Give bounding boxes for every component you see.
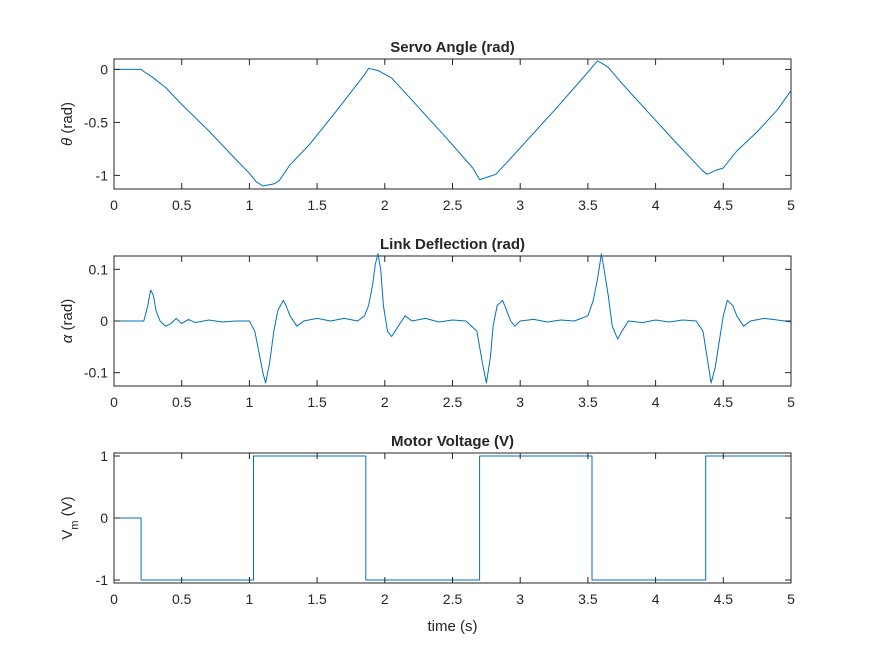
x-tick-label: 4 [652,197,660,213]
y-tick-label: -1 [96,167,109,183]
x-tick-label: 1.5 [307,591,327,607]
x-tick-label: 4.5 [714,197,734,213]
y-tick-label: 0.1 [89,261,109,277]
y-tick-label: 1 [100,448,108,464]
x-tick-label: 3.5 [578,197,598,213]
x-tick-label: 0 [110,591,118,607]
x-tick-label: 5 [787,591,795,607]
y-axis-label-unit: (rad) [59,299,76,335]
y-tick-label: 0 [100,510,108,526]
x-tick-label: 3 [516,197,524,213]
x-tick-label: 0 [110,197,118,213]
series-line-1 [114,60,792,187]
y-axis-label-symbol: θ [59,138,76,146]
chart-title: Link Deflection (rad) [380,236,525,253]
x-tick-label: 4 [652,591,660,607]
x-tick-label: 2 [381,591,389,607]
x-tick-label: 1.5 [307,394,327,410]
x-tick-label: 4.5 [714,591,734,607]
y-axis-label: θ (rad) [59,102,76,146]
y-tick-label: -0.1 [84,365,108,381]
series-line-1 [114,455,791,581]
x-tick-label: 1 [246,197,254,213]
y-axis-label: α (rad) [59,299,76,343]
x-tick-label: 4 [652,394,660,410]
x-tick-label: 2 [381,197,389,213]
x-tick-label: 0.5 [172,394,192,410]
x-tick-label: 3 [516,394,524,410]
chart-title: Motor Voltage (V) [391,433,514,450]
x-tick-label: 3.5 [578,394,598,410]
x-tick-label: 3 [516,591,524,607]
x-tick-label: 3.5 [578,591,598,607]
series-line-1 [114,253,792,384]
x-tick-label: 0 [110,394,118,410]
x-tick-label: 5 [787,197,795,213]
x-tick-label: 0.5 [172,591,192,607]
y-axis-label-symbol: α [59,334,76,343]
chart-title: Servo Angle (rad) [390,39,514,56]
x-tick-label: 1 [246,394,254,410]
axes-box [113,452,792,584]
axes-box [113,58,792,190]
y-axis-label-unit: (V) [59,496,76,520]
y-axis-label-subscript: m [69,520,81,529]
subplot-1: 0 0.5 1 1.5 2 2.5 3 3.5 4 4.5 5 0 -0.5 -1 Servo Angle … [59,39,795,213]
x-tick-label: 1.5 [307,197,327,213]
x-tick-label: 5 [787,394,795,410]
y-axis-label-unit: (rad) [59,102,76,138]
x-tick-label: 2.5 [443,197,463,213]
x-tick-label: 0.5 [172,197,192,213]
x-tick-label: 2.5 [443,591,463,607]
x-tick-label: 2.5 [443,394,463,410]
x-axis-label: time (s) [428,618,478,635]
y-axis-label-symbol: V [59,530,76,540]
x-tick-label: 1 [246,591,254,607]
y-tick-label: 0 [100,61,108,77]
y-tick-label: -0.5 [84,114,108,130]
y-tick-label: -1 [96,572,109,588]
y-tick-label: 0 [100,313,108,329]
x-tick-label: 4.5 [714,394,734,410]
x-tick-label: 2 [381,394,389,410]
y-axis-label: Vm (V) [59,496,81,539]
